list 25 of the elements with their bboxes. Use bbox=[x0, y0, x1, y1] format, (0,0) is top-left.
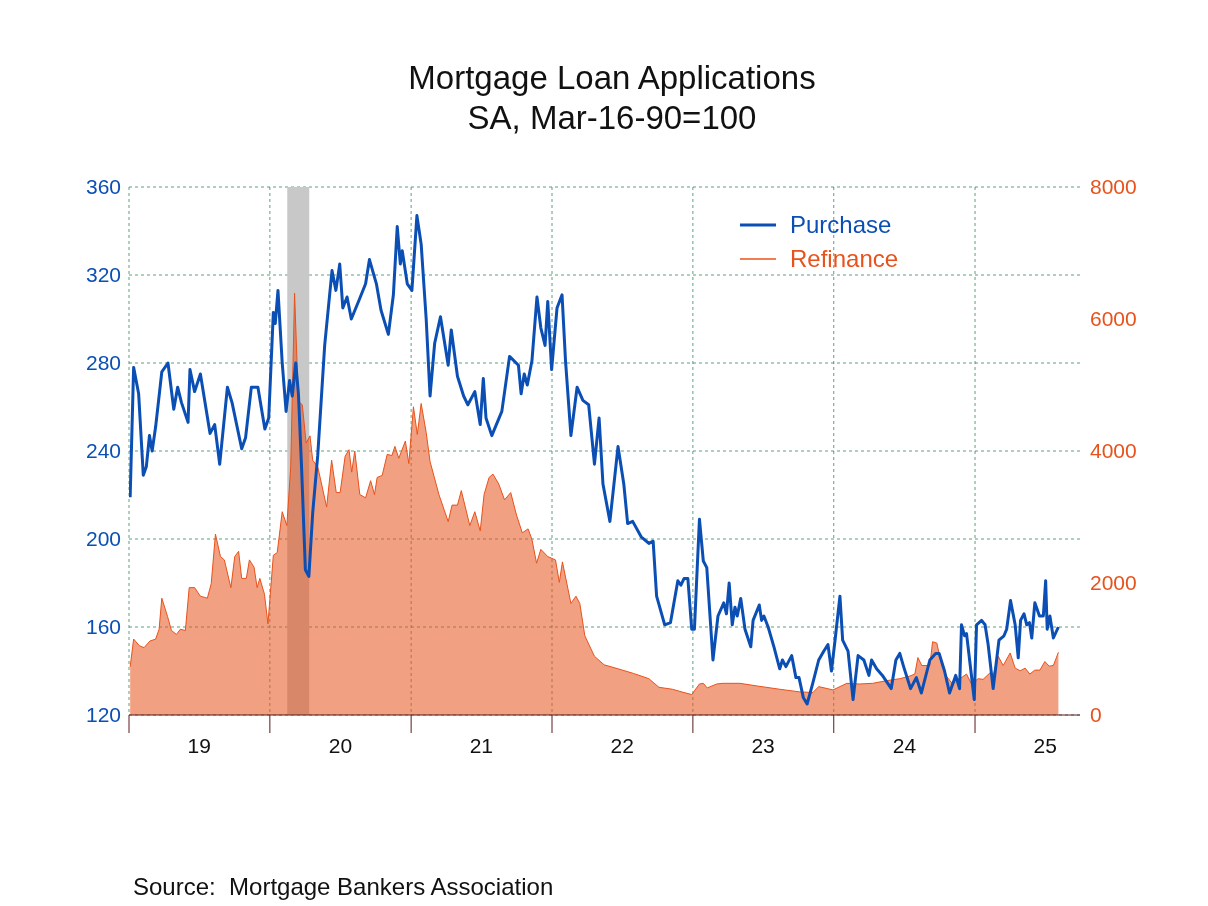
x-tick-label: 22 bbox=[610, 734, 634, 757]
y-tick-label: 120 bbox=[85, 703, 121, 727]
x-tick-label: 24 bbox=[892, 734, 917, 757]
y2-tick-label: 0 bbox=[1090, 703, 1102, 727]
legend-label: Purchase bbox=[790, 211, 892, 239]
x-tick-label: 21 bbox=[469, 734, 494, 757]
x-tick-label: 19 bbox=[187, 734, 211, 757]
source-note: Source: Mortgage Bankers Association bbox=[133, 873, 554, 901]
chart-title: Mortgage Loan Applications bbox=[407, 58, 817, 98]
y-tick-label: 200 bbox=[85, 527, 121, 551]
legend-label: Refinance bbox=[790, 245, 899, 273]
y-tick-label: 240 bbox=[85, 439, 121, 463]
y-tick-label: 160 bbox=[85, 615, 121, 639]
y2-tick-label: 2000 bbox=[1090, 571, 1137, 595]
x-tick-label: 20 bbox=[328, 734, 353, 757]
y2-tick-label: 6000 bbox=[1090, 307, 1137, 331]
y2-tick-label: 8000 bbox=[1090, 175, 1137, 199]
y-tick-label: 320 bbox=[85, 263, 121, 287]
y-tick-label: 360 bbox=[85, 175, 121, 199]
y2-tick-label: 4000 bbox=[1090, 439, 1137, 463]
y-tick-label: 280 bbox=[85, 351, 121, 375]
x-tick-label: 23 bbox=[751, 734, 775, 757]
x-tick-label: 25 bbox=[1033, 734, 1057, 757]
line-series bbox=[129, 214, 1060, 706]
chart-subtitle: SA, Mar-16-90=100 bbox=[466, 98, 758, 138]
